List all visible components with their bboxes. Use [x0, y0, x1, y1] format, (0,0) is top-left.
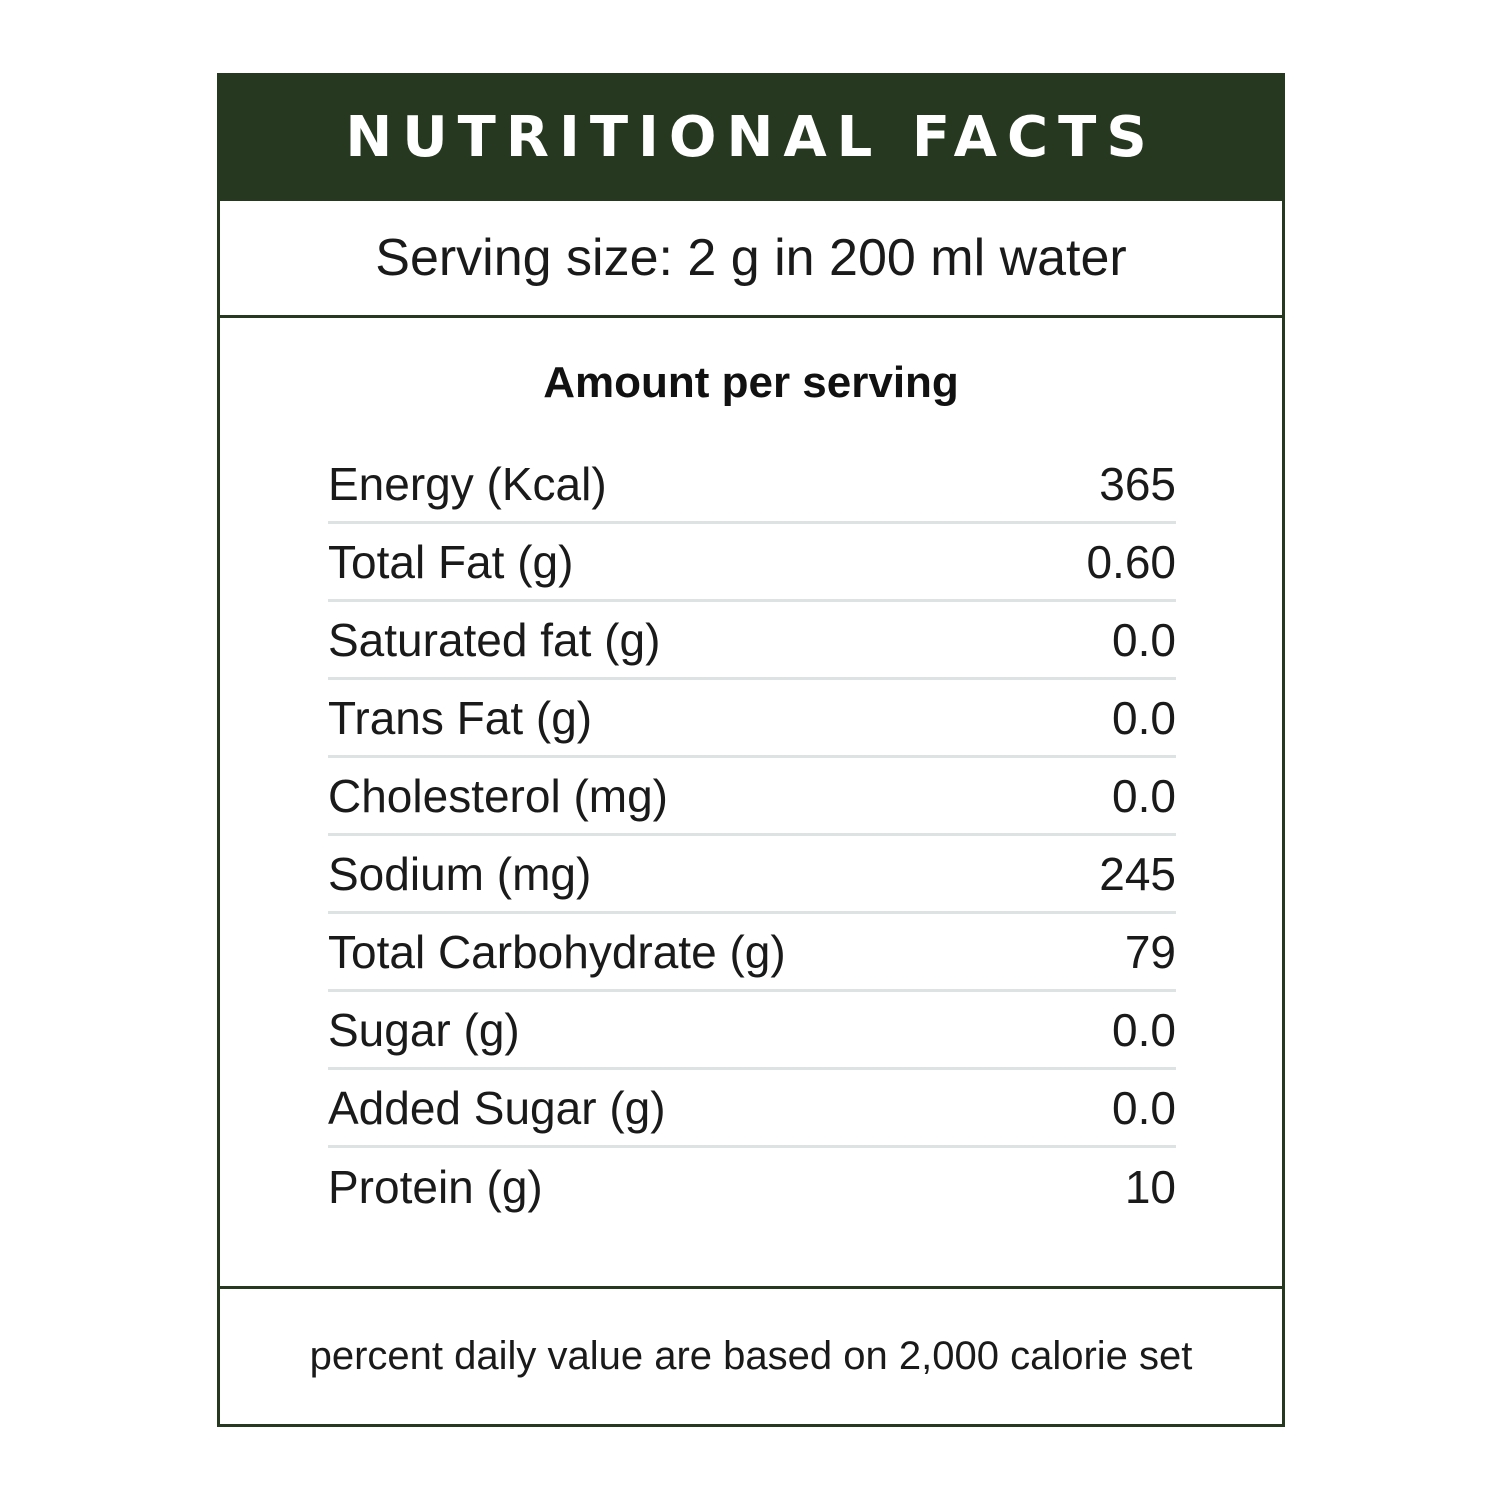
nutrient-value: 0.0: [1112, 1003, 1176, 1056]
nutrient-label: Trans Fat (g): [328, 691, 593, 744]
nutrient-row: Trans Fat (g) 0.0: [328, 680, 1176, 758]
label-title: NUTRITIONAL FACTS: [217, 73, 1285, 201]
nutrient-label: Added Sugar (g): [328, 1081, 666, 1134]
serving-size: Serving size: 2 g in 200 ml water: [220, 201, 1282, 318]
nutrient-row: Added Sugar (g) 0.0: [328, 1070, 1176, 1148]
nutrient-value: 245: [1099, 847, 1176, 900]
nutrient-label: Total Carbohydrate (g): [328, 925, 786, 978]
nutrient-label: Protein (g): [328, 1161, 543, 1213]
nutrient-value: 0.0: [1112, 1081, 1176, 1134]
nutrient-row: Sodium (mg) 245: [328, 836, 1176, 914]
nutrient-row: Protein (g) 10: [328, 1148, 1176, 1226]
nutrient-label: Saturated fat (g): [328, 613, 661, 666]
footnote: percent daily value are based on 2,000 c…: [220, 1286, 1282, 1424]
nutrient-row: Saturated fat (g) 0.0: [328, 602, 1176, 680]
nutrient-label: Cholesterol (mg): [328, 769, 668, 822]
nutrient-value: 0.0: [1112, 691, 1176, 744]
nutrition-label: NUTRITIONAL FACTS Serving size: 2 g in 2…: [217, 73, 1285, 1427]
nutrient-row: Sugar (g) 0.0: [328, 992, 1176, 1070]
amount-per-serving-heading: Amount per serving: [543, 358, 959, 407]
nutrient-value: 365: [1099, 457, 1176, 510]
nutrient-list: Energy (Kcal) 365 Total Fat (g) 0.60 Sat…: [328, 446, 1176, 1226]
nutrient-value: 0.60: [1086, 535, 1176, 588]
nutrient-label: Total Fat (g): [328, 535, 574, 588]
nutrient-label: Sugar (g): [328, 1003, 520, 1056]
nutrient-label: Sodium (mg): [328, 847, 592, 900]
nutrient-value: 0.0: [1112, 613, 1176, 666]
nutrient-row: Total Fat (g) 0.60: [328, 524, 1176, 602]
nutrient-row: Energy (Kcal) 365: [328, 446, 1176, 524]
nutrient-label: Energy (Kcal): [328, 457, 607, 510]
nutrient-row: Cholesterol (mg) 0.0: [328, 758, 1176, 836]
nutrient-value: 10: [1124, 1161, 1176, 1213]
nutrient-row: Total Carbohydrate (g) 79: [328, 914, 1176, 992]
nutrient-value: 0.0: [1112, 769, 1176, 822]
nutrient-value: 79: [1124, 925, 1176, 978]
